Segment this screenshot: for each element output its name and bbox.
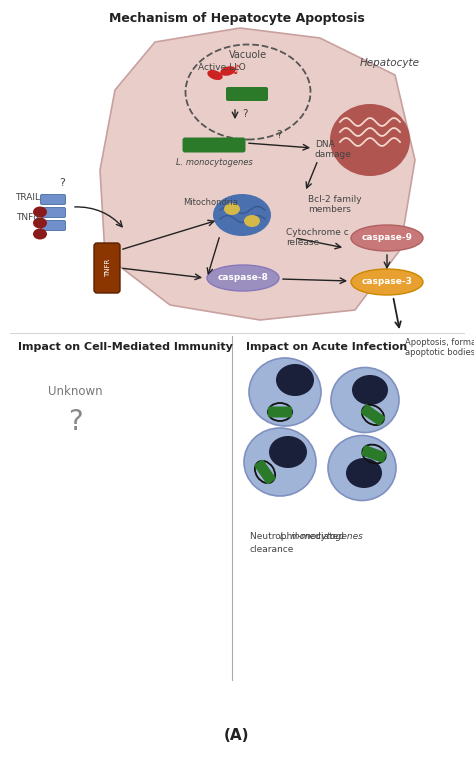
- Text: ♪: ♪: [233, 63, 241, 76]
- Text: Impact on Cell-Mediated Immunity: Impact on Cell-Mediated Immunity: [18, 342, 233, 352]
- Ellipse shape: [244, 428, 316, 496]
- Text: Active LLO: Active LLO: [198, 63, 246, 72]
- Ellipse shape: [330, 104, 410, 176]
- Ellipse shape: [352, 375, 388, 405]
- Text: ?: ?: [242, 109, 247, 119]
- FancyBboxPatch shape: [40, 208, 65, 218]
- Text: TRAIL: TRAIL: [16, 193, 40, 202]
- Ellipse shape: [351, 225, 423, 251]
- FancyBboxPatch shape: [254, 460, 276, 484]
- FancyBboxPatch shape: [182, 138, 246, 153]
- Text: caspase-3: caspase-3: [362, 277, 412, 286]
- Text: ?: ?: [68, 408, 82, 436]
- Ellipse shape: [33, 206, 47, 218]
- Ellipse shape: [220, 66, 236, 76]
- Ellipse shape: [244, 215, 260, 227]
- Ellipse shape: [33, 228, 47, 239]
- FancyBboxPatch shape: [94, 243, 120, 293]
- Text: Unknown: Unknown: [48, 385, 102, 398]
- Text: Vacuole: Vacuole: [229, 50, 267, 60]
- FancyBboxPatch shape: [226, 87, 268, 101]
- Ellipse shape: [351, 269, 423, 295]
- FancyBboxPatch shape: [268, 406, 292, 417]
- Text: L. monocytogenes: L. monocytogenes: [281, 532, 363, 541]
- FancyBboxPatch shape: [361, 404, 385, 426]
- Text: caspase-9: caspase-9: [362, 234, 412, 242]
- FancyBboxPatch shape: [40, 221, 65, 231]
- Ellipse shape: [346, 458, 382, 488]
- Polygon shape: [100, 28, 415, 320]
- Text: Mitochondria: Mitochondria: [183, 198, 238, 207]
- Text: DNA
damage: DNA damage: [315, 140, 352, 160]
- Ellipse shape: [269, 436, 307, 468]
- Text: Neutrophil-mediated: Neutrophil-mediated: [250, 532, 347, 541]
- Text: Mechanism of Hepatocyte Apoptosis: Mechanism of Hepatocyte Apoptosis: [109, 12, 365, 25]
- Ellipse shape: [331, 367, 399, 432]
- Text: L. monocytogenes: L. monocytogenes: [176, 158, 252, 167]
- Ellipse shape: [207, 70, 223, 80]
- Text: caspase-8: caspase-8: [218, 274, 268, 283]
- Ellipse shape: [249, 358, 321, 426]
- FancyBboxPatch shape: [361, 445, 387, 463]
- Text: ?: ?: [276, 130, 282, 140]
- Text: (A): (A): [224, 728, 250, 743]
- Ellipse shape: [328, 435, 396, 500]
- Text: Cytochrome c
release: Cytochrome c release: [286, 228, 349, 248]
- Text: TNFR: TNFR: [105, 259, 111, 277]
- Text: TNFα: TNFα: [17, 213, 40, 222]
- Ellipse shape: [224, 203, 240, 215]
- Ellipse shape: [33, 218, 47, 228]
- Ellipse shape: [207, 265, 279, 291]
- Text: Impact on Acute Infection: Impact on Acute Infection: [246, 342, 407, 352]
- Ellipse shape: [213, 194, 271, 236]
- Text: ?: ?: [59, 178, 65, 188]
- Text: Apoptosis, formation of
apoptotic bodies: Apoptosis, formation of apoptotic bodies: [405, 338, 474, 358]
- Ellipse shape: [276, 364, 314, 396]
- Text: clearance: clearance: [250, 545, 294, 554]
- Text: Bcl-2 family
members: Bcl-2 family members: [308, 195, 362, 215]
- Text: Hepatocyte: Hepatocyte: [360, 58, 420, 68]
- FancyBboxPatch shape: [40, 195, 65, 205]
